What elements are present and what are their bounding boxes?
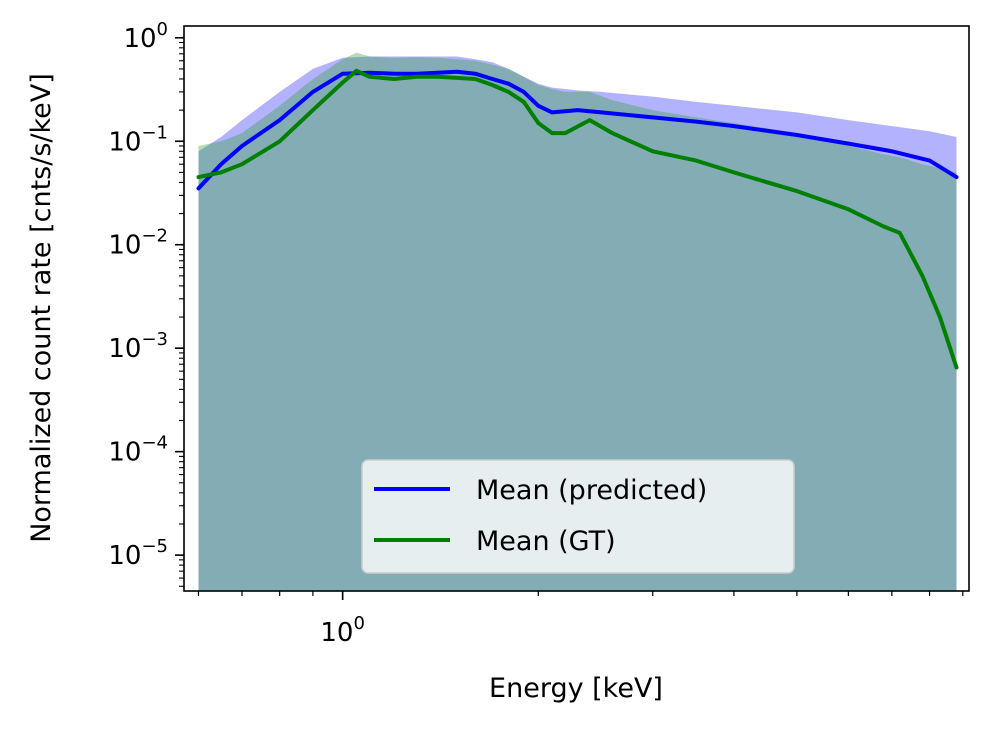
mean-predicted-line [196,69,959,191]
y-axis-label: Normalized count rate [cnts/s/keV] [26,73,57,543]
x-tick-label: 100 [320,613,365,648]
mean-gt-line [196,68,959,370]
y-tick-label: 100 [123,19,168,54]
y-axis: 100 10−1 10−2 10−3 10−4 10−5 [108,19,184,587]
y-tick-label: 10−5 [108,536,168,571]
mean-lines [196,68,959,370]
mean-predicted-band [198,56,957,591]
y-tick-label: 10−2 [108,226,168,261]
y-tick-label: 10−1 [108,122,168,157]
confidence-bands [198,52,957,591]
legend-frame [361,459,795,574]
plot-frame [183,25,970,592]
x-axis-label: Energy [keV] [489,673,663,704]
legend: Mean (predicted) Mean (GT) [361,459,795,574]
y-tick-label: 10−4 [108,433,168,468]
y-tick-label: 10−3 [108,329,168,364]
legend-label-mean-predicted: Mean (predicted) [476,475,707,506]
x-axis: 100 [197,591,964,648]
legend-label-mean-gt: Mean (GT) [476,526,616,557]
mean-gt-band [198,52,957,591]
